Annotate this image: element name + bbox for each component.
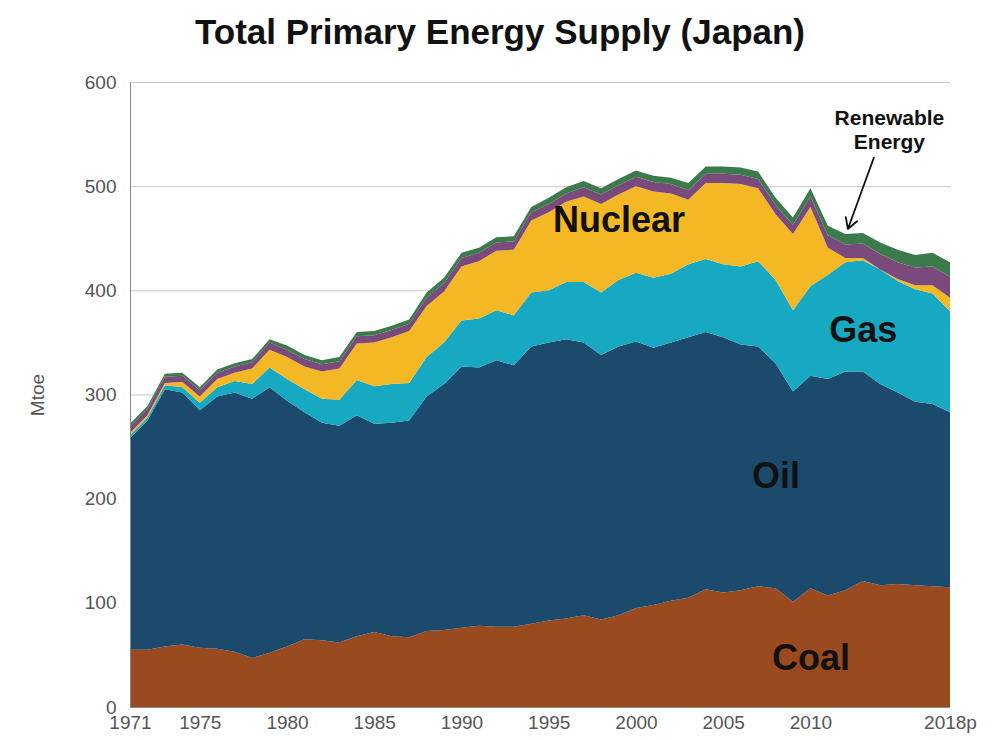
svg-text:1971: 1971 bbox=[109, 712, 151, 733]
svg-text:2018p: 2018p bbox=[924, 712, 977, 733]
svg-text:0: 0 bbox=[105, 696, 117, 718]
svg-text:1980: 1980 bbox=[266, 712, 308, 733]
svg-text:Coal: Coal bbox=[772, 637, 850, 678]
svg-text:500: 500 bbox=[85, 176, 117, 197]
html-text:Total Primary Energy Supply (J: Total Primary Energy Supply (Japan) bbox=[195, 12, 805, 51]
svg-text:2010: 2010 bbox=[790, 712, 832, 733]
svg-text:600: 600 bbox=[85, 72, 117, 93]
svg-text:Nuclear: Nuclear bbox=[553, 199, 685, 240]
svg-text:1995: 1995 bbox=[528, 712, 570, 733]
svg-text:1985: 1985 bbox=[354, 712, 396, 733]
svg-text:100: 100 bbox=[85, 592, 117, 613]
svg-text:2005: 2005 bbox=[703, 712, 745, 733]
svg-text:200: 200 bbox=[85, 488, 117, 509]
svg-text:Mtoe: Mtoe bbox=[27, 374, 48, 416]
svg-text:Gas: Gas bbox=[829, 309, 897, 350]
svg-text:RenewableEnergy: RenewableEnergy bbox=[835, 106, 945, 153]
svg-text:400: 400 bbox=[85, 280, 117, 301]
svg-text:1990: 1990 bbox=[441, 712, 483, 733]
svg-text:Oil: Oil bbox=[752, 455, 800, 496]
svg-text:2000: 2000 bbox=[615, 712, 657, 733]
svg-text:1975: 1975 bbox=[179, 712, 221, 733]
svg-text:300: 300 bbox=[85, 384, 117, 405]
